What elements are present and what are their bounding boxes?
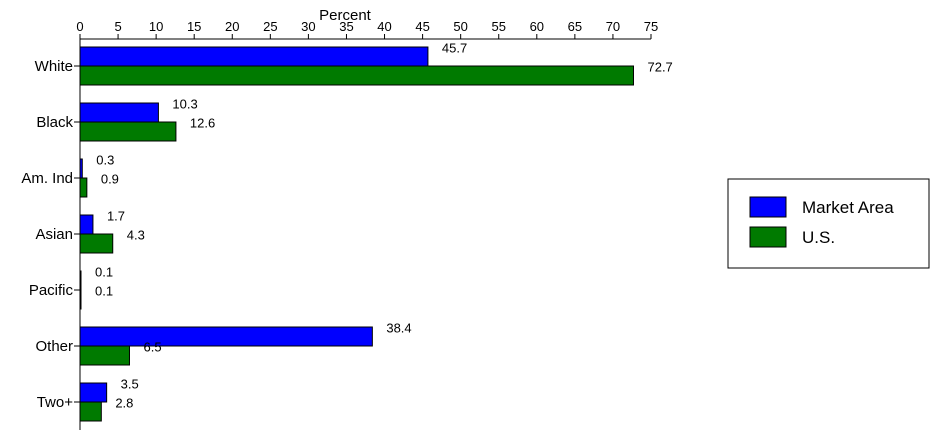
data-label: 2.8 bbox=[115, 396, 133, 411]
bar-market-area bbox=[79, 46, 429, 67]
data-label: 3.5 bbox=[121, 377, 139, 392]
x-tick-label: 35 bbox=[339, 19, 353, 34]
data-label: 0.1 bbox=[95, 284, 113, 299]
data-label: 45.7 bbox=[442, 41, 467, 56]
data-label: 0.3 bbox=[96, 153, 114, 168]
data-label: 72.7 bbox=[647, 60, 672, 75]
category-label: Pacific bbox=[29, 282, 74, 299]
category-label: White bbox=[35, 58, 73, 75]
x-tick-label: 50 bbox=[453, 19, 467, 34]
x-tick-label: 55 bbox=[491, 19, 505, 34]
bar-market-area bbox=[79, 214, 94, 235]
bar-market-area bbox=[79, 102, 159, 123]
bar-us bbox=[79, 121, 177, 142]
legend-label-us: U.S. bbox=[802, 228, 835, 247]
bar-us bbox=[79, 65, 634, 86]
bar-market-area bbox=[79, 158, 83, 179]
data-label: 1.7 bbox=[107, 209, 125, 224]
x-tick-label: 10 bbox=[149, 19, 163, 34]
x-tick-label: 0 bbox=[76, 19, 83, 34]
bar-us bbox=[79, 401, 102, 422]
x-tick-label: 75 bbox=[644, 19, 658, 34]
bars: 45.7 72.7 10.3 12.6 0.3 0.9 1.74.3 0.1 0.1 38.4 6.… bbox=[79, 41, 673, 422]
legend: Market Area U.S. bbox=[727, 178, 930, 269]
category-label: Black bbox=[36, 114, 73, 131]
data-label: 0.1 bbox=[95, 265, 113, 280]
x-tick-label: 15 bbox=[187, 19, 201, 34]
data-label: 38.4 bbox=[386, 321, 411, 336]
x-tick-label: 60 bbox=[530, 19, 544, 34]
category-label: Am. Ind bbox=[21, 170, 73, 187]
x-axis-title: Percent bbox=[319, 7, 372, 24]
bar-us bbox=[79, 289, 82, 310]
category-label: Other bbox=[35, 338, 73, 355]
bar-market-area bbox=[79, 270, 82, 291]
legend-swatch-market-area bbox=[749, 196, 787, 218]
x-tick-label: 5 bbox=[114, 19, 121, 34]
x-tick-label: 70 bbox=[606, 19, 620, 34]
bar-us bbox=[79, 345, 130, 366]
category-label: Two+ bbox=[37, 394, 74, 411]
legend-swatch-us bbox=[749, 226, 787, 248]
legend-label-market-area: Market Area bbox=[802, 198, 894, 217]
bar-us bbox=[79, 177, 88, 198]
legend-box bbox=[727, 178, 930, 269]
x-tick-label: 40 bbox=[377, 19, 391, 34]
bar-market-area bbox=[79, 326, 373, 347]
bar-us bbox=[79, 233, 114, 254]
x-tick-label: 30 bbox=[301, 19, 315, 34]
data-label: 6.5 bbox=[143, 340, 161, 355]
data-label: 0.9 bbox=[101, 172, 119, 187]
data-label: 4.3 bbox=[127, 228, 145, 243]
data-label: 12.6 bbox=[190, 116, 215, 131]
data-label: 10.3 bbox=[172, 97, 197, 112]
x-tick-label: 25 bbox=[263, 19, 277, 34]
bar-market-area bbox=[79, 382, 108, 403]
x-tick-label: 45 bbox=[415, 19, 429, 34]
axes: 0 5 10 15 20 25 30 35 40 45 50 55 60 65 70 75 White Black… bbox=[21, 19, 658, 430]
x-tick-label: 65 bbox=[568, 19, 582, 34]
x-tick-label: 20 bbox=[225, 19, 239, 34]
category-label: Asian bbox=[35, 226, 73, 243]
